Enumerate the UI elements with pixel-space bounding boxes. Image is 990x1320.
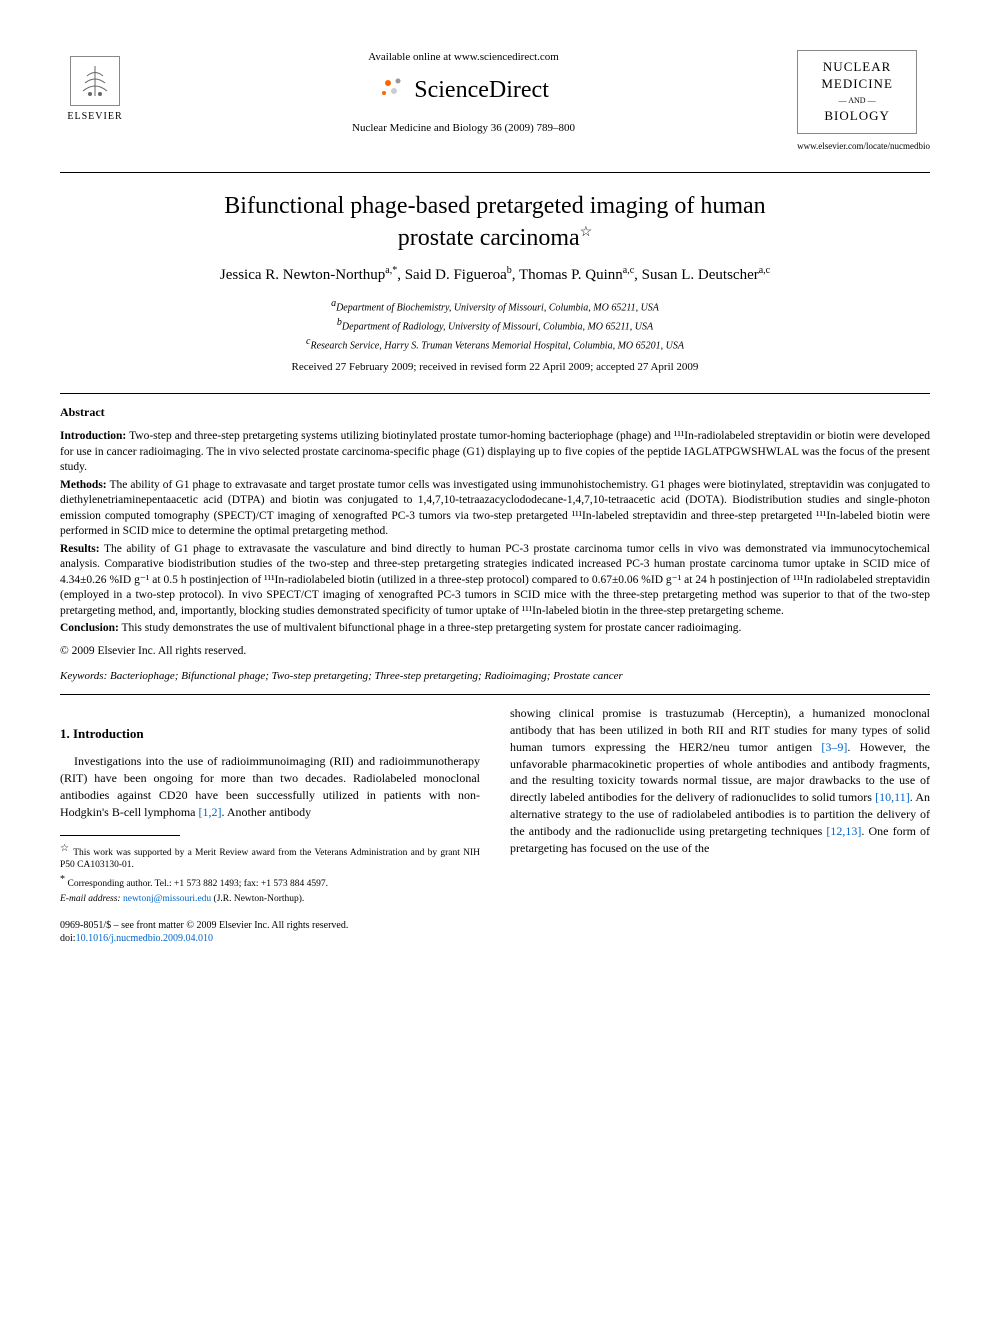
affil-b: bDepartment of Radiology, University of … [60,315,930,334]
doi-line: doi:10.1016/j.nucmedbio.2009.04.010 [60,932,480,945]
abstract-heading: Abstract [60,404,930,421]
column-right: showing clinical promise is trastuzumab … [510,705,930,945]
sciencedirect-icon [378,73,406,108]
journal-logo-line3: BIOLOGY [802,108,912,125]
title-star: ☆ [580,225,593,240]
author-2-sup: b [507,265,512,276]
body-two-column: 1. Introduction Investigations into the … [60,705,930,945]
results-label: Results: [60,543,100,555]
intro-paragraph-left: Investigations into the use of radioimmu… [60,753,480,820]
header-divider [60,172,930,173]
author-4: Susan L. Deutscher [642,267,759,283]
author-3-sup: a,c [623,265,634,276]
intro-label: Introduction: [60,430,126,442]
ref-link-12-13[interactable]: [12,13] [826,824,861,838]
author-2: Said D. Figueroa [405,267,507,283]
ref-link-1-2[interactable]: [1,2] [198,805,221,819]
conclusion-text: This study demonstrates the use of multi… [119,622,742,634]
abstract-top-divider [60,393,930,394]
author-1-sup: a,* [385,265,397,276]
keywords-label: Keywords: [60,670,107,682]
abstract-bottom-divider [60,694,930,695]
author-4-sup: a,c [759,265,770,276]
author-1: Jessica R. Newton-Northup [220,267,385,283]
footnote-funding: ☆ This work was supported by a Merit Rev… [60,842,480,872]
header-row: ELSEVIER Available online at www.science… [60,50,930,152]
title-line2: prostate carcinoma [398,225,580,251]
affil-c: cResearch Service, Harry S. Truman Veter… [60,334,930,353]
footnote-divider [60,835,180,836]
methods-label: Methods: [60,479,107,491]
column-left: 1. Introduction Investigations into the … [60,705,480,945]
available-online-text: Available online at www.sciencedirect.co… [150,50,777,65]
methods-text: The ability of G1 phage to extravasate a… [60,479,930,538]
issn-line: 0969-8051/$ – see front matter © 2009 El… [60,919,480,932]
keywords-line: Keywords: Bacteriophage; Bifunctional ph… [60,669,930,684]
journal-logo: NUCLEAR MEDICINE — AND — BIOLOGY [797,50,917,134]
ref-link-10-11[interactable]: [10,11] [875,790,910,804]
doi-link[interactable]: 10.1016/j.nucmedbio.2009.04.010 [76,933,214,944]
center-header: Available online at www.sciencedirect.co… [130,50,797,136]
intro-text: Two-step and three-step pretargeting sys… [60,430,930,473]
article-dates: Received 27 February 2009; received in r… [60,360,930,375]
sciencedirect-text: ScienceDirect [414,74,549,108]
results-text: The ability of G1 phage to extravasate t… [60,543,930,617]
journal-logo-line1: NUCLEAR [802,59,912,76]
abstract-results: Results: The ability of G1 phage to extr… [60,542,930,620]
affil-a: aDepartment of Biochemistry, University … [60,296,930,315]
author-3: Thomas P. Quinn [519,267,623,283]
abstract-intro: Introduction: Two-step and three-step pr… [60,429,930,476]
ref-link-3-9[interactable]: [3–9] [821,740,847,754]
journal-url: www.elsevier.com/locate/nucmedbio [797,140,930,153]
journal-logo-block: NUCLEAR MEDICINE — AND — BIOLOGY www.els… [797,50,930,152]
elsevier-logo: ELSEVIER [60,50,130,130]
section-1-heading: 1. Introduction [60,725,480,743]
footnote-email: E-mail address: newtonj@missouri.edu (J.… [60,893,480,905]
authors-line: Jessica R. Newton-Northupa,*, Said D. Fi… [60,264,930,286]
elsevier-tree-icon [70,56,120,106]
sciencedirect-logo: ScienceDirect [150,73,777,108]
intro-paragraph-right: showing clinical promise is trastuzumab … [510,705,930,856]
article-title: Bifunctional phage-based pretargeted ima… [60,191,930,253]
conclusion-label: Conclusion: [60,622,119,634]
bottom-info: 0969-8051/$ – see front matter © 2009 El… [60,919,480,945]
journal-logo-line2: MEDICINE [802,76,912,93]
abstract-copyright: © 2009 Elsevier Inc. All rights reserved… [60,643,930,659]
email-link[interactable]: newtonj@missouri.edu [123,894,211,904]
title-line1: Bifunctional phage-based pretargeted ima… [224,193,765,219]
journal-reference: Nuclear Medicine and Biology 36 (2009) 7… [150,121,777,136]
affiliations: aDepartment of Biochemistry, University … [60,296,930,354]
abstract-methods: Methods: The ability of G1 phage to extr… [60,478,930,540]
elsevier-label: ELSEVIER [67,110,122,124]
keywords-text: Bacteriophage; Bifunctional phage; Two-s… [107,670,622,682]
footnote-corresponding: * Corresponding author. Tel.: +1 573 882… [60,873,480,891]
abstract-conclusion: Conclusion: This study demonstrates the … [60,621,930,637]
col1-text2: . Another antibody [221,805,311,819]
journal-logo-and: — AND — [802,95,912,106]
